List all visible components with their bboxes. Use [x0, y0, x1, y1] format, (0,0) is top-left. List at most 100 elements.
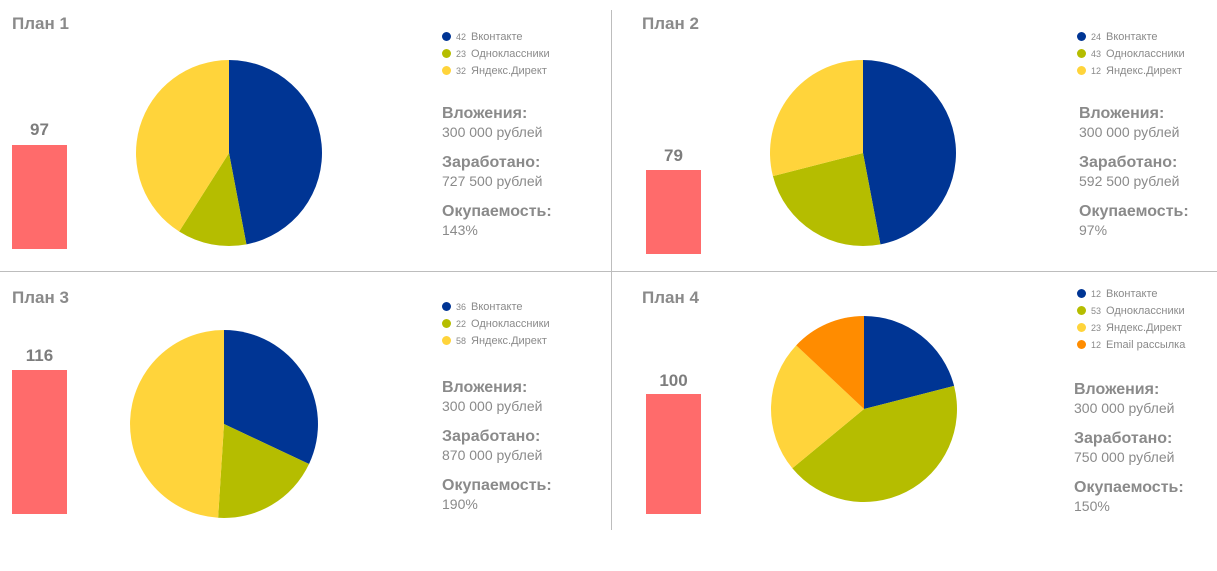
legend-value: 42 — [456, 31, 467, 42]
total-bar — [646, 170, 701, 254]
horizontal-divider — [0, 271, 1217, 272]
legend-label: Вконтакте — [471, 30, 523, 43]
pie-chart — [771, 316, 957, 502]
pie-slice-2 — [792, 385, 957, 502]
legend-value: 36 — [456, 301, 467, 312]
plan-title: План 1 — [12, 14, 69, 33]
legend-value: 53 — [1091, 305, 1102, 316]
total-bar — [12, 145, 67, 249]
pie-slice-1 — [224, 330, 318, 465]
stats: Вложения: 300 000 рублей Заработано: 870 0… — [442, 378, 552, 525]
legend-item: 53 Одноклассники — [1077, 302, 1185, 319]
legend: 42 Вконтакте 23 Одноклассники 32 Яндекс.Дир… — [442, 28, 550, 79]
legend-item: 23 Одноклассники — [442, 45, 550, 62]
legend-value: 23 — [456, 48, 467, 59]
plan-title: План 2 — [642, 14, 699, 33]
pie-slice-2 — [179, 153, 247, 246]
roi-value: 97% — [1079, 222, 1108, 238]
legend-item: 12 Вконтакте — [1077, 285, 1185, 302]
pie-slice-1 — [229, 60, 322, 245]
pie-chart — [770, 60, 956, 246]
pie-slice-2 — [772, 153, 881, 246]
invest-value: 300 000 рублей — [1074, 400, 1175, 416]
earned-label: Заработано: — [1079, 154, 1178, 171]
legend-dot-icon — [1077, 340, 1086, 349]
plan-title: План 3 — [12, 288, 69, 307]
legend-label: Яндекс.Директ — [1106, 64, 1182, 77]
legend-dot-icon — [1077, 323, 1086, 332]
bar-value-label: 97 — [30, 120, 49, 139]
legend: 24 Вконтакте 43 Одноклассники 12 Яндекс.Дир… — [1077, 28, 1185, 79]
pie-slice-3 — [136, 60, 229, 232]
legend-item: 23 Яндекс.Директ — [1077, 319, 1185, 336]
legend-item: 43 Одноклассники — [1077, 45, 1185, 62]
bar-value-label: 100 — [659, 371, 688, 390]
invest-value: 300 000 рублей — [442, 398, 543, 414]
earned-value: 750 000 рублей — [1074, 449, 1175, 465]
legend-label: Одноклассники — [471, 47, 550, 60]
roi-value: 190% — [442, 496, 478, 512]
invest-label: Вложения: — [1074, 381, 1160, 398]
roi-label: Окупаемость: — [442, 203, 552, 220]
bar-value-label: 116 — [25, 346, 54, 365]
legend-label: Email рассылка — [1106, 338, 1186, 351]
legend-dot-icon — [442, 32, 451, 41]
stats: Вложения: 300 000 рублей Заработано: 750 0… — [1074, 380, 1184, 527]
pie-chart — [130, 330, 318, 518]
legend-item: 12 Яндекс.Директ — [1077, 62, 1185, 79]
earned-label: Заработано: — [442, 428, 541, 445]
legend-value: 24 — [1091, 31, 1102, 42]
legend-dot-icon — [1077, 289, 1086, 298]
legend-dot-icon — [1077, 32, 1086, 41]
legend-value: 58 — [456, 335, 467, 346]
legend-label: Одноклассники — [471, 317, 550, 330]
legend-dot-icon — [442, 49, 451, 58]
roi-label: Окупаемость: — [442, 477, 552, 494]
total-bar — [646, 394, 701, 514]
legend-value: 43 — [1091, 48, 1102, 59]
legend-item: 36 Вконтакте — [442, 298, 550, 315]
legend-value: 12 — [1091, 288, 1102, 299]
legend-value: 32 — [456, 65, 467, 76]
total-bar — [12, 370, 67, 514]
legend-item: 12 Email рассылка — [1077, 336, 1185, 353]
stats: Вложения: 300 000 рублей Заработано: 592 5… — [1079, 104, 1189, 251]
pie-slice-1 — [863, 60, 956, 245]
plan-4-panel: План 4 100 12 Вконтакте 53 Одноклассники 2… — [642, 288, 1217, 553]
roi-label: Окупаемость: — [1074, 479, 1184, 496]
legend-label: Вконтакте — [1106, 287, 1158, 300]
legend-dot-icon — [442, 66, 451, 75]
legend-dot-icon — [442, 319, 451, 328]
legend-item: 32 Яндекс.Директ — [442, 62, 550, 79]
legend-label: Одноклассники — [1106, 47, 1185, 60]
pie-chart — [136, 60, 322, 246]
plan-2-panel: План 2 79 24 Вконтакте 43 Одноклассники 12… — [642, 14, 1217, 279]
legend-item: 24 Вконтакте — [1077, 28, 1185, 45]
roi-value: 143% — [442, 222, 478, 238]
legend: 12 Вконтакте 53 Одноклассники 23 Яндекс.Дир… — [1077, 285, 1185, 353]
legend-label: Яндекс.Директ — [471, 334, 547, 347]
legend-value: 12 — [1091, 339, 1102, 350]
pie-slice-4 — [796, 316, 864, 409]
legend-value: 12 — [1091, 65, 1102, 76]
legend-dot-icon — [1077, 49, 1086, 58]
pie-slice-3 — [771, 345, 864, 469]
earned-label: Заработано: — [442, 154, 541, 171]
legend-item: 22 Одноклассники — [442, 315, 550, 332]
legend-value: 23 — [1091, 322, 1102, 333]
legend-item: 42 Вконтакте — [442, 28, 550, 45]
legend-value: 22 — [456, 318, 467, 329]
legend-label: Одноклассники — [1106, 304, 1185, 317]
legend-item: 58 Яндекс.Директ — [442, 332, 550, 349]
roi-value: 150% — [1074, 498, 1110, 514]
earned-value: 592 500 рублей — [1079, 173, 1180, 189]
pie-slice-3 — [130, 330, 224, 518]
stats: Вложения: 300 000 рублей Заработано: 727 5… — [442, 104, 552, 251]
invest-label: Вложения: — [442, 379, 528, 396]
pie-slice-1 — [864, 316, 955, 409]
vertical-divider — [611, 10, 612, 530]
pie-slice-3 — [770, 60, 863, 177]
roi-label: Окупаемость: — [1079, 203, 1189, 220]
earned-value: 727 500 рублей — [442, 173, 543, 189]
legend-label: Вконтакте — [1106, 30, 1158, 43]
